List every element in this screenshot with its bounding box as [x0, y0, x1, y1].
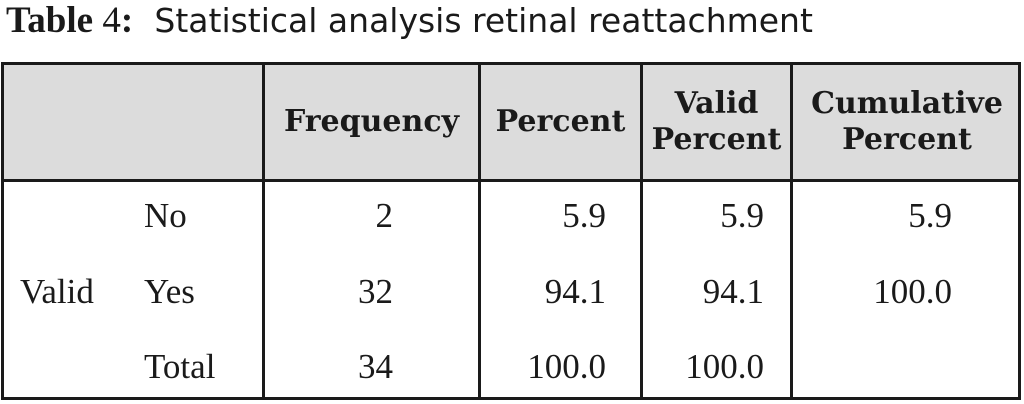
header-percent: Percent: [495, 104, 626, 139]
cell-frequency-yes: 32: [358, 272, 393, 311]
cell-cumulative-percent-no: 5.9: [908, 196, 952, 235]
frequency-table: Frequency Percent Valid Percent Cumulati…: [1, 62, 1021, 400]
row-label-total: Total: [144, 347, 216, 386]
column-divider: [640, 65, 643, 397]
header-valid-percent: Valid Percent: [651, 86, 782, 157]
cell-valid-percent-total: 100.0: [685, 347, 764, 386]
cell-percent-yes: 94.1: [544, 272, 606, 311]
row-label-yes: Yes: [144, 272, 195, 311]
header-frequency: Frequency: [283, 104, 460, 139]
cell-percent-no: 5.9: [562, 196, 606, 235]
column-divider: [478, 65, 481, 397]
cell-cumulative-percent-yes: 100.0: [873, 272, 952, 311]
column-divider: [790, 65, 793, 397]
group-label-valid: Valid: [20, 272, 94, 311]
cell-valid-percent-yes: 94.1: [702, 272, 764, 311]
column-divider: [262, 65, 265, 397]
caption-title: Statistical analysis retinal reattachmen…: [154, 1, 813, 40]
cell-percent-total: 100.0: [527, 347, 606, 386]
cell-frequency-total: 34: [358, 347, 393, 386]
table-caption: Table 4: Statistical analysis retinal re…: [6, 0, 813, 42]
cell-valid-percent-no: 5.9: [720, 196, 764, 235]
row-label-no: No: [144, 196, 187, 235]
caption-colon: :: [120, 0, 134, 41]
table-header-row: [4, 65, 1018, 182]
caption-label: Table: [6, 0, 94, 41]
cell-frequency-no: 2: [375, 196, 394, 235]
header-cumulative-percent: Cumulative Percent: [811, 86, 1003, 157]
caption-number: 4: [102, 0, 121, 41]
